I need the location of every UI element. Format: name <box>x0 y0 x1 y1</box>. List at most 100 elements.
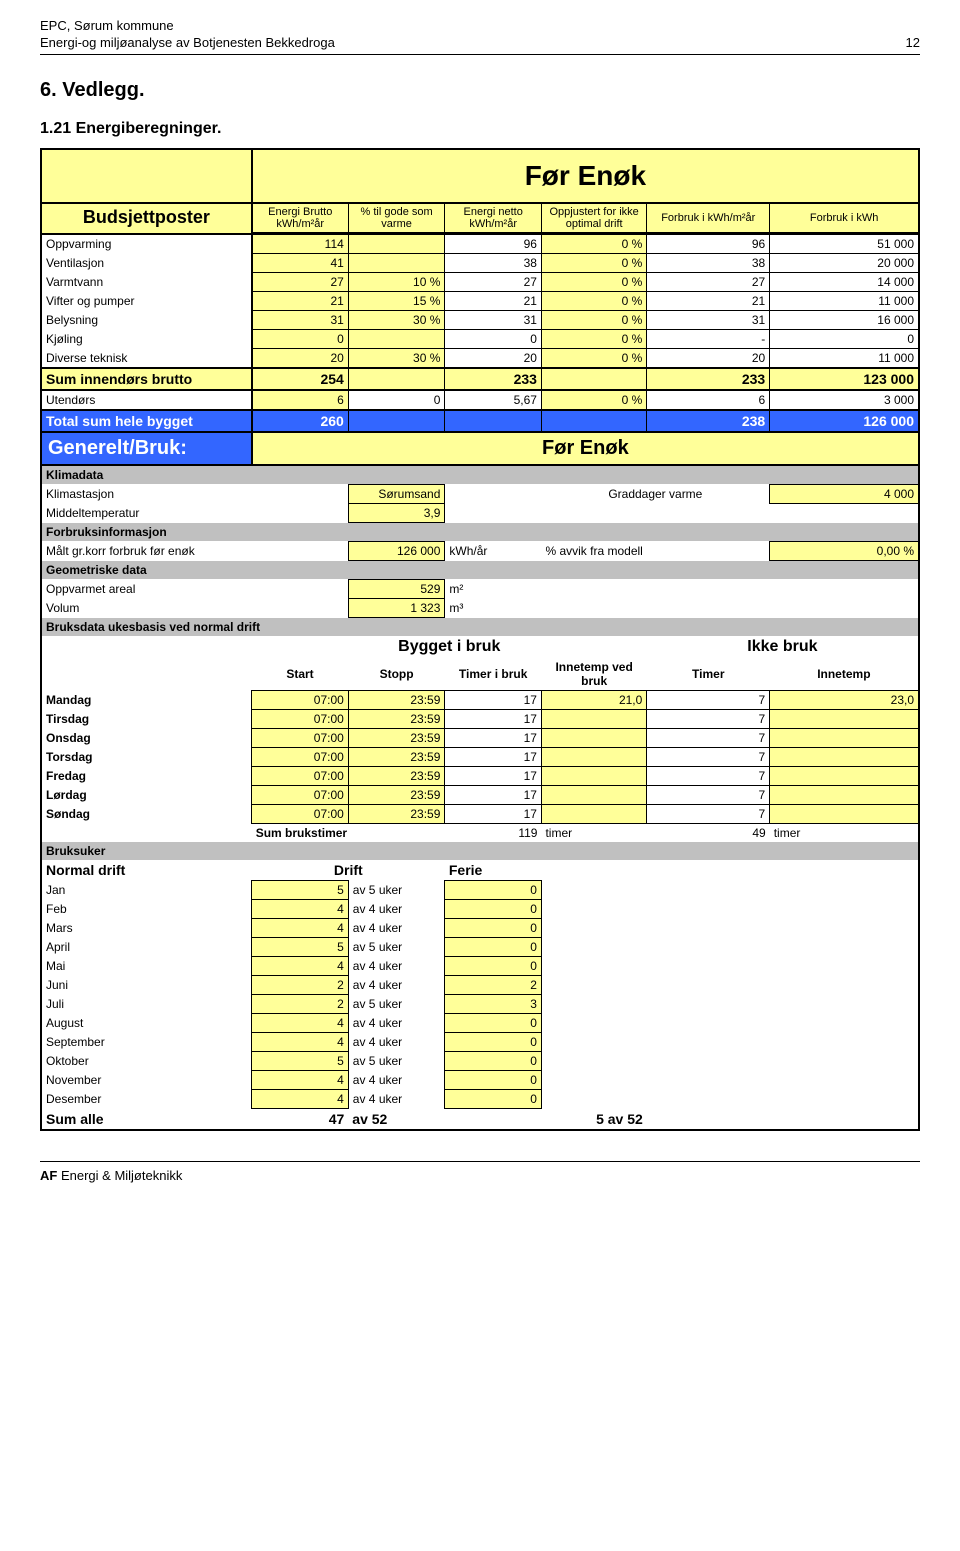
budget-cell: 0 % <box>541 234 646 254</box>
month-of: av 4 uker <box>348 957 445 976</box>
budget-cell: 0 % <box>541 273 646 292</box>
month-ferie: 2 <box>445 976 542 995</box>
header-rule <box>40 54 920 55</box>
budget-row-label: Kjøling <box>41 330 252 349</box>
day-innetemp: 21,0 <box>541 691 646 710</box>
day-stopp: 23:59 <box>348 767 445 786</box>
day-stopp: 23:59 <box>348 805 445 824</box>
budget-cell: 21 <box>647 292 770 311</box>
avvik-val: 0,00 % <box>770 542 919 561</box>
month-label: Mars <box>41 919 252 938</box>
day-start: 07:00 <box>252 786 349 805</box>
day-timer: 17 <box>445 767 542 786</box>
day-timer2: 7 <box>647 710 770 729</box>
month-drift: 4 <box>252 1071 349 1090</box>
budget-cell: 0 <box>252 330 349 349</box>
utend-c6: 3 000 <box>770 390 919 410</box>
month-of: av 5 uker <box>348 995 445 1014</box>
th-start: Start <box>252 658 349 691</box>
month-ferie: 0 <box>445 1014 542 1033</box>
col-h2: % til gode som varme <box>348 203 445 233</box>
oppvarmet-val: 529 <box>348 580 445 599</box>
graddager-val: 4 000 <box>770 485 919 504</box>
day-timer2: 7 <box>647 748 770 767</box>
day-stopp: 23:59 <box>348 691 445 710</box>
budget-row-label: Vifter og pumper <box>41 292 252 311</box>
sum-inn-c5: 233 <box>647 368 770 390</box>
day-innetemp2: 23,0 <box>770 691 919 710</box>
budget-cell: 0 <box>770 330 919 349</box>
geom-head: Geometriske data <box>41 561 919 580</box>
budget-cell: 41 <box>252 254 349 273</box>
col-h5: Forbruk i kWh/m²år <box>647 203 770 233</box>
sumbruk-v1: 119 <box>445 824 542 843</box>
sumalle-lbl: Sum alle <box>41 1109 252 1131</box>
maltgr-lbl: Målt gr.korr forbruk før enøk <box>41 542 252 561</box>
big-title: Før Enøk <box>252 149 919 203</box>
sum-inn-c3: 233 <box>445 368 542 390</box>
day-stopp: 23:59 <box>348 786 445 805</box>
avvik-lbl: % avvik fra modell <box>541 542 769 561</box>
month-ferie: 0 <box>445 881 542 900</box>
budget-cell: 20 000 <box>770 254 919 273</box>
month-label: Feb <box>41 900 252 919</box>
day-innetemp <box>541 710 646 729</box>
month-of: av 4 uker <box>348 1033 445 1052</box>
budget-cell: 11 000 <box>770 349 919 369</box>
utend-c5: 6 <box>647 390 770 410</box>
budget-cell: 27 <box>647 273 770 292</box>
budget-cell: 0 % <box>541 292 646 311</box>
sumbruk-u2: timer <box>770 824 919 843</box>
month-drift: 5 <box>252 1052 349 1071</box>
utend-c1: 6 <box>252 390 349 410</box>
month-of: av 4 uker <box>348 1071 445 1090</box>
month-drift: 4 <box>252 1033 349 1052</box>
day-timer: 17 <box>445 748 542 767</box>
volum-lbl: Volum <box>41 599 252 618</box>
footer-rest: Energi & Miljøteknikk <box>61 1168 182 1183</box>
month-drift: 4 <box>252 1014 349 1033</box>
sumbruk-u1: timer <box>541 824 646 843</box>
day-start: 07:00 <box>252 729 349 748</box>
day-innetemp2 <box>770 786 919 805</box>
month-label: Mai <box>41 957 252 976</box>
klimastasjon-lbl: Klimastasjon <box>41 485 252 504</box>
budget-cell: 21 <box>252 292 349 311</box>
utend-c2: 0 <box>348 390 445 410</box>
budget-cell: 31 <box>445 311 542 330</box>
volum-val: 1 323 <box>348 599 445 618</box>
budget-cell: 0 <box>445 330 542 349</box>
day-innetemp2 <box>770 748 919 767</box>
day-innetemp <box>541 729 646 748</box>
budget-cell: 10 % <box>348 273 445 292</box>
day-start: 07:00 <box>252 748 349 767</box>
day-innetemp <box>541 767 646 786</box>
normal-drift-lbl: Normal drift <box>41 860 252 881</box>
day-stopp: 23:59 <box>348 710 445 729</box>
day-timer: 17 <box>445 786 542 805</box>
month-ferie: 3 <box>445 995 542 1014</box>
general-title2: Før Enøk <box>252 432 919 465</box>
total-label: Total sum hele bygget <box>41 410 252 432</box>
budget-cell: 20 <box>445 349 542 369</box>
month-drift: 5 <box>252 938 349 957</box>
day-stopp: 23:59 <box>348 748 445 767</box>
sumbruk-lbl: Sum brukstimer <box>252 824 445 843</box>
month-of: av 4 uker <box>348 900 445 919</box>
bruksuker-head: Bruksuker <box>41 842 919 860</box>
day-innetemp2 <box>770 729 919 748</box>
budget-cell: 14 000 <box>770 273 919 292</box>
month-ferie: 0 <box>445 938 542 957</box>
day-stopp: 23:59 <box>348 729 445 748</box>
month-of: av 4 uker <box>348 919 445 938</box>
budget-cell: 51 000 <box>770 234 919 254</box>
bygget-head: Bygget i bruk <box>252 636 647 658</box>
day-start: 07:00 <box>252 805 349 824</box>
day-innetemp <box>541 786 646 805</box>
month-of: av 5 uker <box>348 881 445 900</box>
sumalle-f: 5 av 52 <box>445 1109 647 1131</box>
month-of: av 4 uker <box>348 1014 445 1033</box>
th-timer2: Timer <box>647 658 770 691</box>
day-label: Onsdag <box>41 729 252 748</box>
maltgr-val: 126 000 <box>348 542 445 561</box>
